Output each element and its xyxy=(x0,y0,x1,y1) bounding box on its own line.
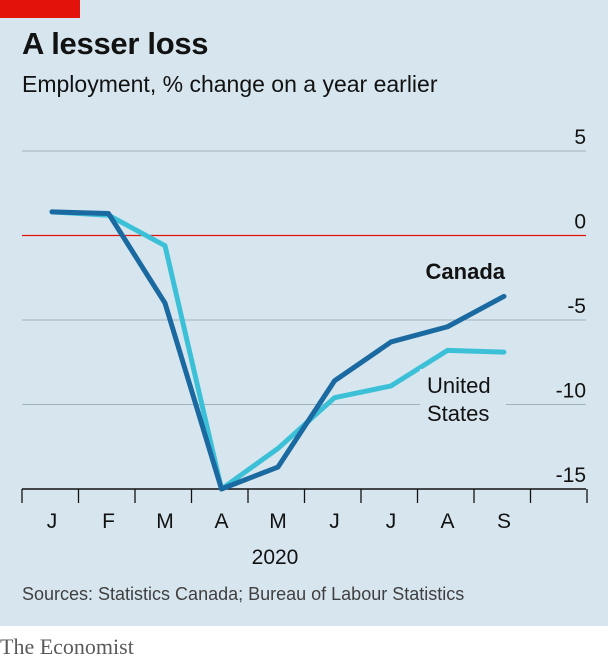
y-tick-label: -10 xyxy=(556,380,586,403)
canada-series-label: Canada xyxy=(426,259,506,284)
y-tick-label: 0 xyxy=(574,211,586,234)
x-tick-label: J xyxy=(47,510,58,533)
y-axis-labels: 5 0 -5 -10 -15 xyxy=(556,126,586,487)
y-tick-label: -15 xyxy=(556,464,586,487)
x-tick-label: M xyxy=(269,510,287,533)
x-tick-label: A xyxy=(440,510,454,533)
brand-red-tag xyxy=(0,0,80,18)
y-tick-label: 5 xyxy=(574,126,586,149)
united-states-series-label: United xyxy=(427,373,491,398)
x-tick-label: J xyxy=(386,510,397,533)
chart-subtitle: Employment, % change on a year earlier xyxy=(22,71,438,97)
x-tick-label: A xyxy=(214,510,228,533)
y-tick-label: -5 xyxy=(567,295,586,318)
x-tick-label: J xyxy=(329,510,340,533)
x-tick-label: M xyxy=(156,510,174,533)
series-lines xyxy=(49,209,507,492)
source-note: Sources: Statistics Canada; Bureau of La… xyxy=(22,584,465,604)
us-label-knockout xyxy=(420,369,506,427)
x-axis: J F M A M J J A S 2020 xyxy=(21,488,588,569)
x-tick-label: F xyxy=(102,510,115,533)
x-tick-label: S xyxy=(497,510,511,533)
canada-line xyxy=(49,209,507,492)
united-states-line xyxy=(49,209,507,492)
line-chart: 5 0 -5 -10 -15 J F M A M J J A S 2020 Canada United Sta… xyxy=(21,126,588,569)
x-axis-year-label: 2020 xyxy=(252,546,299,569)
publisher-wordmark: The Economist xyxy=(0,634,134,659)
chart-card: A lesser loss Employment, % change on a … xyxy=(0,0,608,626)
chart-title: A lesser loss xyxy=(22,26,209,61)
series-labels: Canada United States xyxy=(420,259,506,427)
united-states-series-label: States xyxy=(427,401,489,426)
